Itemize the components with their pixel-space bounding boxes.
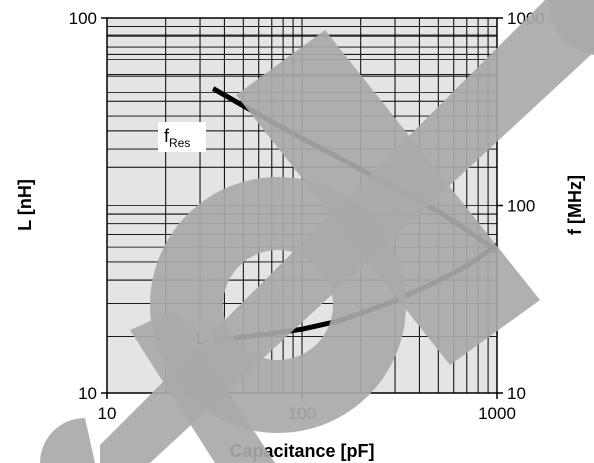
- y2-tick-label: 10: [507, 384, 526, 403]
- watermark-stroke-2: [236, 30, 540, 365]
- watermark-stroke-3: [130, 310, 275, 463]
- watermark-arc-bottom: [40, 418, 95, 463]
- watermark: [40, 0, 594, 463]
- series-label-fres-sub: Res: [169, 136, 190, 150]
- watermark-arc-top: [547, 0, 594, 55]
- series-label-fres: fRes: [158, 122, 206, 152]
- x-tick-label: 1000: [478, 404, 516, 423]
- x-tick-label: 10: [98, 404, 117, 423]
- svg-text:fRes: fRes: [164, 126, 190, 150]
- watermark-ring: [150, 177, 406, 433]
- y2-axis-title: f [MHz]: [565, 175, 585, 235]
- series-label-fres-main: f: [164, 126, 170, 146]
- y-axis-title: L [nH]: [15, 179, 35, 231]
- y2-tick-label: 100: [507, 197, 535, 216]
- y-tick-label: 100: [69, 9, 97, 28]
- y-tick-label: 10: [78, 384, 97, 403]
